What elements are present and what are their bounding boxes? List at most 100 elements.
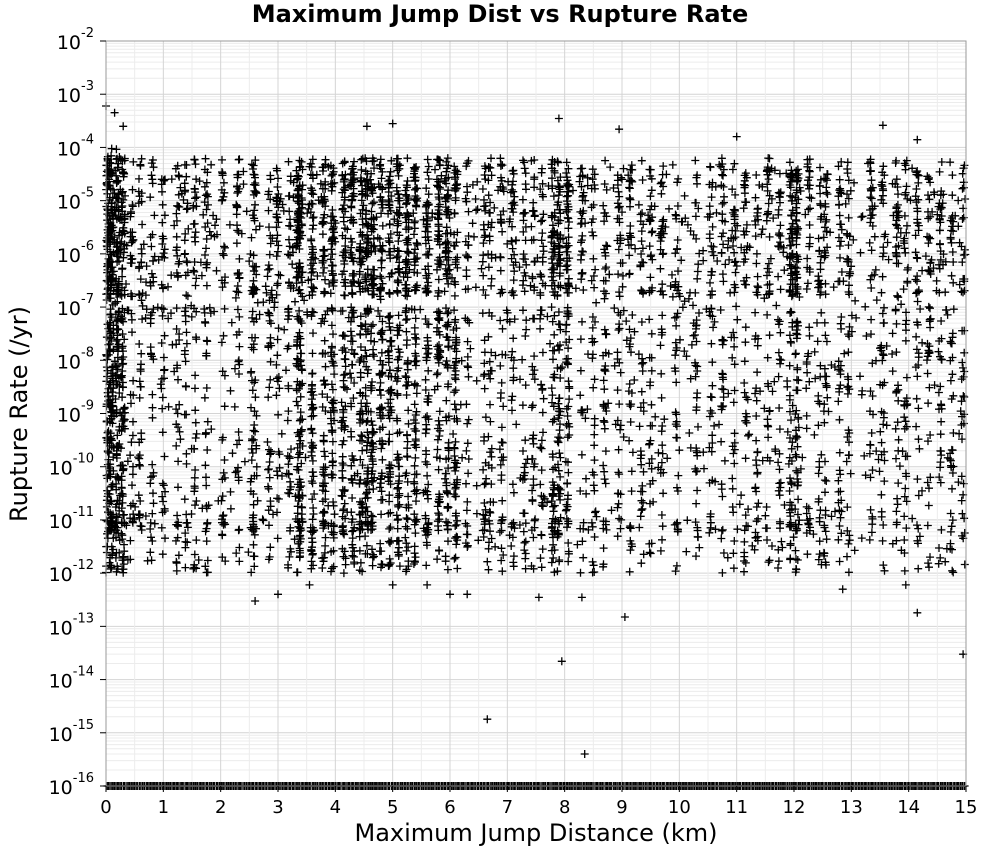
data-point: [341, 183, 350, 192]
data-point: [298, 196, 306, 204]
data-point: [496, 394, 505, 402]
data-point: [347, 427, 355, 436]
data-point: [160, 366, 168, 375]
data-point: [285, 452, 294, 461]
data-point: [497, 438, 506, 447]
data-point: [497, 378, 506, 387]
data-point: [413, 197, 421, 205]
data-point: [554, 259, 563, 268]
data-point: [421, 429, 430, 438]
data-point: [357, 260, 366, 269]
data-point: [538, 216, 547, 225]
data-point: [555, 449, 564, 458]
data-point: [444, 308, 453, 317]
data-point: [175, 172, 184, 181]
data-point: [146, 193, 155, 202]
data-point: [174, 551, 183, 560]
data-point: [127, 399, 135, 408]
data-point: [218, 367, 227, 376]
data-point: [247, 160, 256, 169]
data-point: [480, 195, 488, 204]
data-point: [442, 357, 451, 365]
data-point: [385, 524, 394, 533]
data-point: [190, 484, 199, 493]
data-point: [235, 543, 244, 552]
data-point: [370, 280, 379, 289]
data-point: [521, 549, 530, 558]
data-point: [538, 179, 547, 188]
data-point: [294, 172, 303, 181]
data-point: [358, 567, 367, 576]
data-point: [136, 161, 145, 170]
data-point: [118, 165, 127, 174]
data-point: [202, 205, 211, 214]
data-point: [412, 485, 421, 494]
data-point: [368, 429, 377, 438]
data-point: [548, 450, 557, 459]
data-point: [529, 475, 538, 484]
data-point: [577, 450, 586, 459]
data-point: [330, 416, 338, 425]
data-point: [554, 414, 563, 422]
data-point: [341, 207, 350, 216]
data-point: [537, 436, 546, 445]
data-point: [358, 254, 367, 263]
data-point: [564, 539, 573, 547]
data-point: [340, 499, 349, 508]
data-point: [350, 157, 358, 166]
data-point: [247, 568, 256, 577]
data-point: [550, 501, 559, 510]
data-point: [549, 355, 557, 364]
data-point: [181, 563, 190, 572]
data-point: [309, 403, 318, 412]
data-point: [286, 215, 294, 224]
data-point: [443, 504, 452, 513]
data-point: [346, 317, 355, 326]
data-point: [218, 155, 226, 164]
data-point: [562, 239, 571, 248]
data-point: [298, 379, 307, 388]
data-point: [172, 559, 181, 568]
data-point: [510, 250, 519, 259]
data-point: [562, 500, 571, 509]
data-point: [295, 475, 304, 484]
data-point: [295, 416, 304, 425]
data-point: [576, 391, 585, 400]
data-point: [362, 480, 371, 489]
data-point: [284, 563, 293, 572]
data-point: [234, 463, 242, 472]
data-point: [481, 291, 490, 300]
data-point: [247, 367, 256, 376]
data-point: [463, 543, 472, 551]
data-point: [403, 154, 412, 163]
data-point: [321, 349, 330, 358]
data-point: [172, 269, 181, 277]
data-point: [355, 546, 364, 555]
data-point: [309, 267, 317, 276]
data-point: [385, 319, 394, 328]
data-point: [453, 263, 462, 272]
data-point: [453, 536, 462, 545]
data-point: [356, 526, 365, 534]
data-point: [563, 197, 571, 206]
data-point: [521, 332, 530, 340]
data-point: [487, 218, 496, 227]
data-point: [537, 168, 546, 177]
data-point: [423, 412, 432, 421]
data-point: [147, 269, 156, 278]
data-point: [113, 431, 122, 440]
data-point: [192, 429, 201, 438]
data-point: [411, 286, 419, 295]
data-point: [563, 265, 572, 274]
data-point: [202, 349, 211, 358]
data-point: [328, 179, 337, 188]
data-point: [318, 497, 327, 506]
data-point: [340, 291, 349, 300]
data-point: [249, 500, 258, 509]
data-point: [135, 393, 144, 402]
data-point: [498, 161, 507, 170]
data-point: [367, 169, 376, 178]
data-point: [422, 274, 431, 283]
data-point: [564, 402, 573, 411]
data-point: [480, 171, 489, 179]
